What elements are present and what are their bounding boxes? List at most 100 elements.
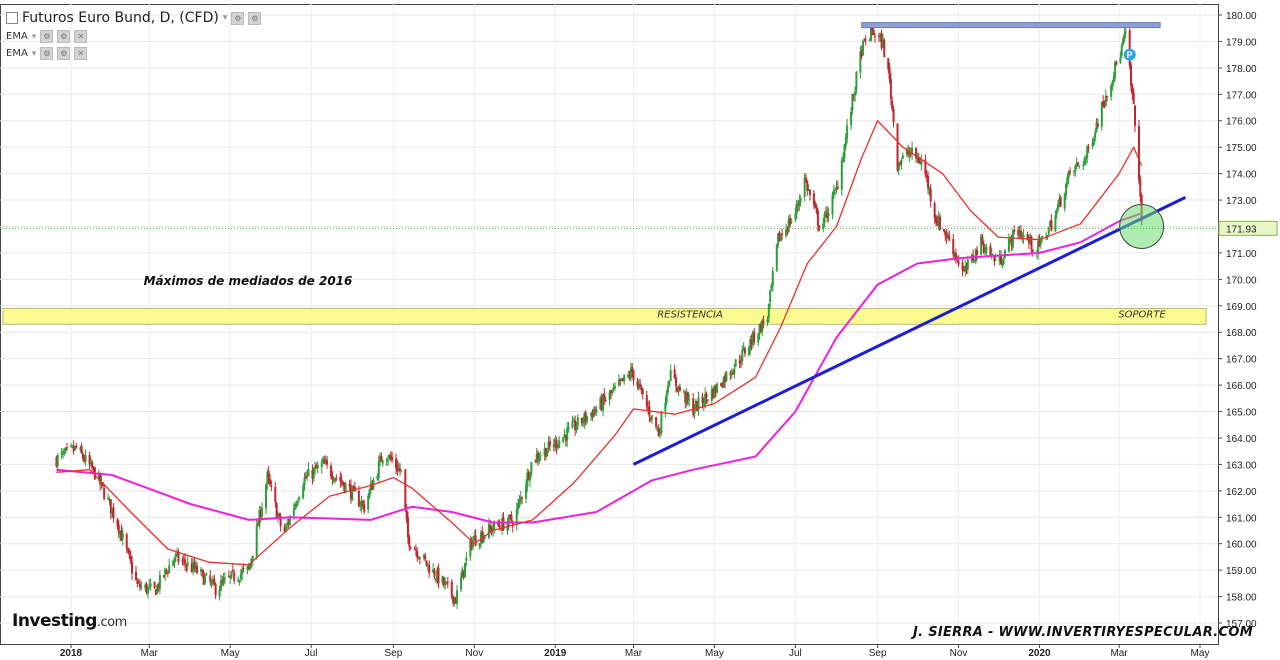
candle-down — [899, 162, 902, 165]
candle-up — [529, 474, 532, 481]
candle-down — [165, 569, 168, 571]
candle-down — [957, 260, 960, 265]
candle-up — [980, 235, 983, 255]
candle-down — [925, 174, 928, 178]
y-tick-label: 161.00 — [1226, 513, 1257, 524]
candle-down — [674, 377, 677, 387]
settings-icon[interactable]: ⚙ — [248, 11, 262, 25]
y-tick-label: 166.00 — [1226, 381, 1257, 392]
settings-icon[interactable]: ⚙ — [231, 11, 245, 25]
candle-down — [270, 485, 273, 487]
candle-down — [162, 575, 165, 577]
x-tick-label: Sep — [384, 648, 402, 659]
candle-down — [640, 388, 643, 390]
candle-up — [664, 402, 667, 412]
candle-up — [562, 437, 565, 443]
candle-down — [424, 555, 427, 560]
pivot-marker-label: P — [1127, 50, 1133, 60]
candle-down — [1030, 236, 1033, 250]
candle-up — [1049, 221, 1052, 226]
candle-down — [880, 33, 883, 49]
candle-up — [973, 260, 976, 262]
candle-up — [567, 426, 570, 430]
candle-down — [1137, 125, 1140, 181]
candle-up — [255, 525, 258, 558]
settings-icon[interactable]: ⚙ — [57, 30, 71, 43]
candle-up — [749, 339, 752, 350]
candle-up — [840, 160, 843, 191]
candle-up — [916, 157, 919, 159]
candle-down — [692, 398, 695, 415]
candle-up — [1074, 165, 1077, 172]
candle-up — [368, 489, 371, 498]
candle-down — [340, 480, 343, 483]
chevron-down-icon[interactable]: ▾ — [31, 48, 37, 59]
candle-up — [722, 376, 725, 388]
candle-down — [657, 428, 660, 436]
logo-main: Investing — [12, 611, 97, 631]
candle-up — [148, 584, 151, 586]
candle-up — [501, 518, 504, 530]
candle-down — [873, 36, 876, 38]
ema-fast-line — [56, 120, 1143, 566]
candle-down — [418, 557, 421, 559]
close-icon[interactable]: ✕ — [74, 30, 88, 43]
candle-down — [259, 511, 262, 518]
candle-down — [961, 262, 964, 270]
candle-down — [242, 568, 245, 570]
candle-up — [164, 568, 167, 575]
candle-up — [637, 384, 640, 388]
chevron-down-icon[interactable]: ▾ — [31, 31, 37, 42]
candle-down — [454, 597, 457, 604]
candle-up — [1022, 234, 1025, 238]
candle-down — [361, 500, 364, 504]
candle-up — [1001, 262, 1004, 266]
candle-up — [627, 374, 630, 377]
candle-up — [823, 213, 826, 223]
candle-down — [128, 550, 131, 555]
candle-up — [156, 585, 159, 594]
visibility-checkbox-icon[interactable] — [6, 12, 18, 24]
candle-down — [112, 506, 115, 519]
candle-up — [397, 468, 400, 471]
candle-down — [326, 459, 329, 465]
settings-icon[interactable]: ⚙ — [40, 47, 54, 60]
candle-up — [517, 503, 520, 510]
candle-down — [201, 570, 204, 572]
candle-down — [706, 399, 709, 401]
candle-up — [827, 213, 830, 217]
candle-down — [323, 459, 326, 464]
candle-up — [97, 473, 100, 481]
candle-down — [196, 565, 199, 573]
candle-down — [591, 411, 594, 418]
candle-down — [993, 256, 996, 262]
candle-down — [1096, 123, 1099, 127]
candle-down — [952, 239, 955, 255]
chevron-down-icon[interactable]: ▾ — [222, 13, 228, 23]
y-tick-label: 179.00 — [1226, 37, 1257, 48]
candle-up — [937, 216, 940, 227]
y-tick-label: 158.00 — [1226, 593, 1257, 604]
y-tick-label: 164.00 — [1226, 434, 1257, 445]
logo-suffix: .com — [96, 615, 127, 630]
candle-down — [1128, 30, 1131, 66]
candle-up — [822, 223, 825, 230]
settings-icon[interactable]: ⚙ — [40, 30, 54, 43]
y-tick-label: 167.00 — [1226, 355, 1257, 366]
candle-down — [714, 386, 717, 393]
plot-frame — [0, 4, 1219, 645]
candle-down — [552, 444, 555, 447]
candle-down — [80, 446, 83, 454]
candle-down — [442, 577, 445, 586]
candle-up — [239, 573, 242, 580]
candle-down — [641, 389, 644, 395]
settings-icon[interactable]: ⚙ — [57, 47, 71, 60]
candle-up — [487, 524, 490, 538]
y-tick-label: 175.00 — [1226, 143, 1257, 154]
candle-down — [789, 217, 792, 225]
close-icon[interactable]: ✕ — [74, 47, 88, 60]
candle-up — [519, 496, 522, 501]
candle-down — [414, 549, 417, 551]
candle-down — [446, 581, 449, 583]
candle-down — [330, 465, 333, 477]
